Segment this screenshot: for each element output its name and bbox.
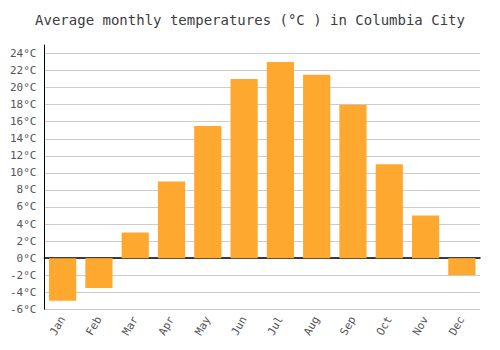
svg-text:Sep: Sep [337, 314, 358, 338]
svg-text:4°C: 4°C [17, 218, 37, 231]
svg-text:-6°C: -6°C [10, 303, 37, 316]
svg-text:24°C: 24°C [10, 47, 37, 60]
svg-text:Jul: Jul [265, 314, 286, 338]
svg-text:Aug: Aug [301, 314, 322, 338]
svg-text:-2°C: -2°C [10, 269, 37, 282]
svg-text:Average monthly temperatures (: Average monthly temperatures (°C ) in Co… [35, 12, 465, 28]
svg-text:Feb: Feb [83, 314, 104, 338]
svg-text:16°C: 16°C [10, 115, 37, 128]
svg-text:14°C: 14°C [10, 132, 37, 145]
svg-text:Nov: Nov [410, 314, 431, 338]
svg-text:May: May [192, 314, 213, 338]
svg-text:6°C: 6°C [17, 200, 37, 213]
svg-text:Dec: Dec [446, 314, 467, 338]
svg-text:-4°C: -4°C [10, 286, 37, 299]
svg-text:8°C: 8°C [17, 183, 37, 196]
svg-text:Jan: Jan [47, 314, 68, 338]
svg-text:2°C: 2°C [17, 235, 37, 248]
svg-text:10°C: 10°C [10, 166, 37, 179]
svg-text:0°C: 0°C [17, 252, 37, 265]
svg-text:Jun: Jun [229, 314, 250, 338]
svg-text:Oct: Oct [374, 314, 395, 338]
svg-text:Apr: Apr [156, 314, 177, 338]
svg-text:18°C: 18°C [10, 98, 37, 111]
svg-text:Mar: Mar [120, 314, 141, 338]
svg-text:12°C: 12°C [10, 149, 37, 162]
svg-text:20°C: 20°C [10, 81, 37, 94]
svg-text:22°C: 22°C [10, 64, 37, 77]
